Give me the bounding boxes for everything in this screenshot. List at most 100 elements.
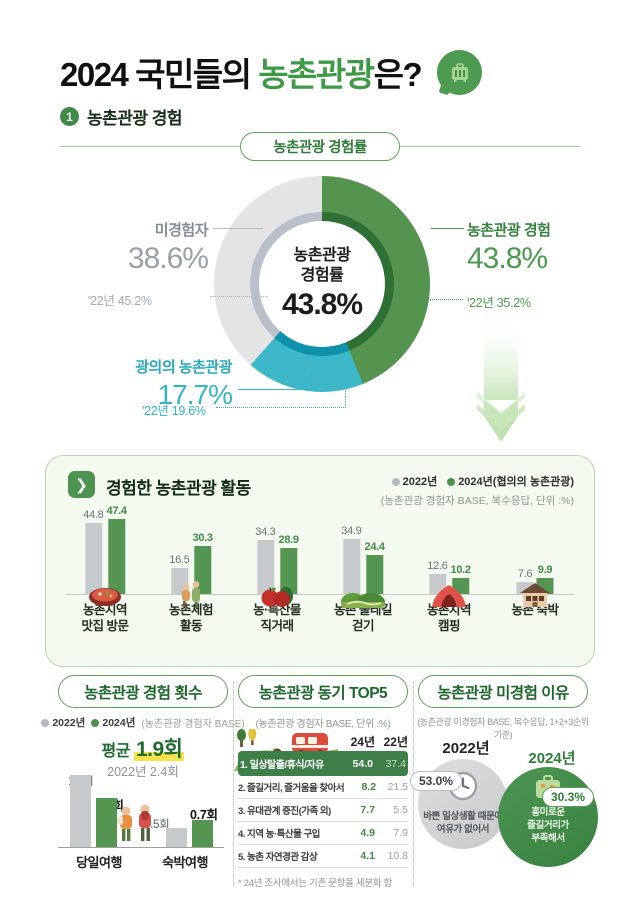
reason-2024: 흥미로운 즐길거리가 부족해서: [527, 807, 569, 844]
nonexperience-note: (농촌관광 미경험자 BASE, 복수응답, 1+2+3순위 기준): [417, 717, 589, 740]
hikers-icon: [112, 803, 160, 847]
donut-center-value: 43.8%: [281, 288, 363, 321]
label-nonexperienced-prev: '22년 45.2%: [88, 294, 152, 308]
luggage-icon: [451, 62, 468, 82]
trips-prev-average: 2022년 2.4회: [107, 765, 179, 779]
tent-icon: [431, 584, 467, 608]
title-suffix: 은?: [373, 56, 423, 93]
label-nonexperienced: 미경험자 38.6%: [127, 222, 209, 275]
gray-dot-icon: [391, 478, 400, 487]
page-title: 2024 국민들의 농촌관광은?: [60, 48, 423, 96]
bar-value-2024: 24.4: [364, 541, 386, 554]
gray-dot-icon: [41, 719, 50, 728]
motivation-footnote: * 24년 조사에서는 기존 문항을 세분화 함: [238, 878, 393, 889]
bar-2024: [194, 546, 212, 594]
table-row-1: 1. 일상탈출/휴식/자유 54.0 37.4: [238, 751, 408, 776]
motivation-table: 1. 일상탈출/휴식/자유 54.0 37.4 2. 즐길거리, 즐거움을 찾아…: [238, 751, 408, 868]
chevron-right-icon: ❯: [68, 471, 95, 498]
green-dot-icon: [447, 478, 456, 487]
category-label: 농촌체험 활동: [168, 603, 214, 634]
food-bowl-icon: [87, 586, 123, 608]
table-row-5: 5. 농촌 자연경관 감상 4.1 10.8: [238, 845, 408, 868]
bar-2022: [256, 539, 274, 594]
trips-base-note: (농촌관광 경험자 BASE): [141, 719, 245, 730]
donut-center: 농촌관광 경험률 43.8%: [259, 221, 385, 347]
legend-2022: 2022년: [41, 715, 85, 730]
bar-value-2024: 47.4: [106, 505, 128, 518]
activity-legend: 2022년 2024년(협의의 농촌관광) (농촌관광 경험자 BASE, 복수…: [381, 473, 574, 508]
motivation-title-pill: 농촌관광 동기 TOP5: [238, 675, 408, 708]
green-dot-icon: [91, 719, 100, 728]
category-overnight-trip: 숙박여행: [162, 855, 208, 870]
table-row-3: 3. 유대관계 증진(가족 외) 7.7 5.5: [238, 799, 408, 822]
trips-title-pill: 농촌관광 경험 횟수: [58, 675, 228, 708]
bar-value-2022: 34.9: [341, 524, 362, 537]
bar-value-2022: 44.8: [83, 509, 104, 522]
house-icon: [519, 582, 551, 608]
leader-line: [213, 228, 263, 229]
donut-chart: 농촌관광 경험률 43.8%: [214, 176, 430, 392]
bar-value-2024: 30.3: [192, 532, 214, 545]
legend-2022: 2022년: [391, 473, 437, 489]
label-broad-tourism: 광의의 농촌관광 17.7%: [135, 359, 233, 410]
activity-group-experience: 16.5 30.3 농촌체험 활동: [148, 514, 234, 654]
nonexperience-panel: 농촌관광 미경험 이유 (농촌관광 미경험자 BASE, 복수응답, 1+2+3…: [410, 675, 598, 893]
bar-value-2024: 9.9: [537, 564, 553, 577]
trips-bar-chart: 1.9회 1.3회 0.5회 0.7회 당일여행 숙박여행: [58, 771, 228, 871]
bar-2024: [280, 548, 298, 594]
category-label: 농·특산물 직거래: [253, 603, 301, 634]
table-row-2: 2. 즐길거리, 즐거움을 찾아서 8.2 21.5: [238, 776, 408, 799]
year-2022-label: 2022년: [442, 740, 490, 757]
down-arrow-icon: [477, 312, 525, 449]
bar-value-2024: 10.2: [450, 563, 472, 576]
value-badge-2024: 30.3%: [541, 787, 594, 807]
value-badge-2022: 53.0%: [410, 771, 463, 791]
bar-value-2024: 0.7회: [190, 808, 218, 822]
leader-line: [238, 389, 312, 390]
motivation-table-header: 24년 22년: [238, 733, 408, 750]
leader-dotted: [407, 299, 463, 300]
people-icon: [178, 580, 204, 608]
activity-bar-chart: 44.8 47.4 농촌지역 맛집 방문 16.5 30.3 농촌체험 활동: [62, 505, 578, 654]
trips-average: 평균 1.9회: [101, 738, 185, 761]
category-label: 농촌지역 맛집 방문: [81, 603, 129, 634]
activity-group-produce: 34.3 28.9 농·특산물 직거래: [234, 514, 320, 654]
activity-group-camping: 12.6 10.2 농촌지역 캠핑: [406, 514, 492, 654]
activity-title: 경험한 농촌관광 활동: [106, 479, 251, 498]
bar-2022: [428, 574, 446, 594]
bar-2024: [452, 577, 470, 594]
label-experienced: 농촌관광 경험 43.8%: [467, 222, 551, 275]
trail-hills-icon: [341, 588, 385, 611]
title-highlight: 농촌관광: [258, 56, 375, 93]
circle-2024: 흥미로운 즐길거리가 부족해서: [498, 767, 598, 867]
leader-dotted: [216, 407, 346, 408]
bar-day-2024: [96, 797, 117, 847]
bar-value-2022: 12.6: [427, 560, 448, 573]
section-number-badge: 1: [60, 107, 79, 126]
category-day-trip: 당일여행: [76, 855, 122, 870]
activity-note: (농촌관광 경험자 BASE, 복수응답, 단위 :%): [380, 495, 574, 507]
bar-day-2022: [70, 774, 91, 847]
bar-value-2022: 34.3: [255, 525, 276, 538]
bar-2024: [366, 555, 384, 594]
leader-line: [431, 228, 464, 229]
apples-icon: [260, 586, 294, 608]
title-prefix: 2024 국민들의: [60, 56, 259, 93]
activity-section: ❯ 경험한 농촌관광 활동 2022년 2024년(협의의 농촌관광) (농촌관…: [45, 455, 595, 667]
col-2024: 24년: [350, 735, 375, 749]
leader-dotted: [210, 296, 268, 297]
legend-2024: 2024년(협의의 농촌관광): [447, 473, 574, 489]
bar-2022: [342, 538, 360, 594]
table-row-4: 4. 지역 농·특산물 구입 4.9 7.9: [238, 822, 408, 845]
panel-separator: [233, 682, 234, 886]
trips-panel: 농촌관광 경험 횟수 2022년 2024년 (농촌관광 경험자 BASE) 평…: [41, 675, 245, 893]
bar-value-2022: 16.5: [169, 553, 190, 566]
activity-group-food: 44.8 47.4 농촌지역 맛집 방문: [62, 505, 148, 654]
leader-line: [311, 371, 312, 390]
activity-group-trail: 34.9 24.4 농촌 둘레길 걷기: [320, 514, 406, 654]
baseline: [66, 594, 574, 595]
section-title: 농촌관광 경험: [87, 109, 183, 128]
bar-2022: [84, 523, 102, 594]
reason-2022: 바쁜 일상생활 때문에 여유가 없어서: [423, 811, 503, 835]
label-broad-prev: '22년 19.6%: [142, 404, 206, 418]
